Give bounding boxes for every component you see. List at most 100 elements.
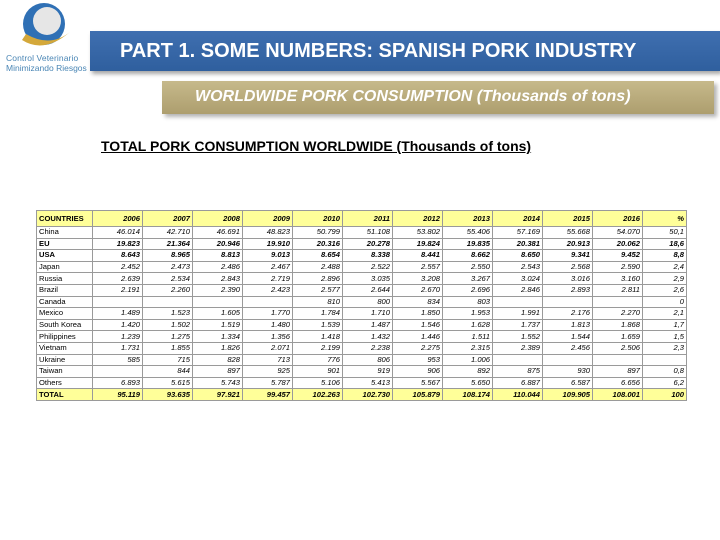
value-cell: 19.823	[92, 237, 143, 251]
table-row: China 46.014 42.710 46.691 48.823 50.799 51.10…	[36, 226, 687, 239]
country-cell: Mexico	[36, 307, 93, 320]
value-cell: 897	[592, 365, 643, 378]
value-cell: 21.364	[142, 237, 193, 251]
value-cell: 9.452	[592, 249, 643, 262]
value-cell: 46.014	[92, 226, 143, 239]
title-bar: PART 1. SOME NUMBERS: SPANISH PORK INDUS…	[90, 31, 720, 71]
value-cell: 55.668	[542, 226, 593, 239]
table-row: Brazil 2.191 2.260 2.390 2.423 2.577 2.644 2.67…	[36, 283, 687, 297]
column-header: 2009	[242, 210, 293, 227]
value-cell: 1.546	[392, 318, 443, 332]
value-cell: 2,9	[642, 272, 687, 285]
value-cell: 2.199	[292, 341, 343, 355]
page-title: PART 1. SOME NUMBERS: SPANISH PORK INDUS…	[120, 40, 637, 62]
value-cell	[92, 365, 143, 378]
value-cell: 6,2	[642, 376, 687, 390]
value-cell: 2.488	[292, 260, 343, 274]
value-cell: 1.628	[442, 318, 493, 332]
value-cell	[492, 353, 543, 367]
value-cell: 50.799	[292, 226, 343, 239]
country-cell: USA	[36, 249, 93, 262]
value-cell: 18,6	[642, 237, 687, 251]
value-cell: 1.418	[292, 330, 343, 343]
country-cell: Philippines	[36, 330, 93, 343]
column-header: 2010	[292, 210, 343, 227]
value-cell: 1,5	[642, 330, 687, 343]
value-cell: 2.577	[292, 283, 343, 297]
value-cell: 1.502	[142, 318, 193, 332]
value-cell: 1.511	[442, 330, 493, 343]
value-cell: 54.070	[592, 226, 643, 239]
value-cell: 19.824	[392, 237, 443, 251]
value-cell: 2.486	[192, 260, 243, 274]
column-header: 2006	[92, 210, 143, 227]
value-cell: 2.846	[492, 283, 543, 297]
value-cell: 1.420	[92, 318, 143, 332]
value-cell: 53.802	[392, 226, 443, 239]
value-cell: 834	[392, 295, 443, 309]
value-cell: 57.169	[492, 226, 543, 239]
value-cell: 2.456	[542, 341, 593, 355]
value-cell: 1.489	[92, 307, 143, 320]
value-cell: 2.534	[142, 272, 193, 285]
page-subtitle: WORLDWIDE PORK CONSUMPTION (Thousands of…	[195, 88, 631, 105]
value-cell: 9.013	[242, 249, 293, 262]
value-cell: 51.108	[342, 226, 393, 239]
value-cell: 5.650	[442, 376, 493, 390]
logo: Control Veterinario Minimizando Riesgos	[6, 2, 88, 73]
value-cell: 2.191	[92, 283, 143, 297]
value-cell: 8,8	[642, 249, 687, 262]
value-cell: 2.719	[242, 272, 293, 285]
value-cell: 1.544	[542, 330, 593, 343]
value-cell: 2.550	[442, 260, 493, 274]
value-cell: 2.506	[592, 341, 643, 355]
value-cell: 2.893	[542, 283, 593, 297]
value-cell: 2,1	[642, 307, 687, 320]
value-cell: 105.879	[392, 388, 443, 401]
value-cell: 93.635	[142, 388, 193, 401]
value-cell: 715	[142, 353, 193, 367]
value-cell: 6.587	[542, 376, 593, 390]
value-cell: 2.467	[242, 260, 293, 274]
table-header-row: COUNTRIES 2006 2007 2008 2009 2010 2011 2012 201…	[36, 210, 687, 227]
value-cell	[92, 295, 143, 309]
value-cell: 95.119	[92, 388, 143, 401]
value-cell: 3.035	[342, 272, 393, 285]
value-cell: 2,3	[642, 341, 687, 355]
value-cell	[192, 295, 243, 309]
value-cell: 108.174	[442, 388, 493, 401]
value-cell: 2,6	[642, 283, 687, 297]
column-header: 2015	[542, 210, 593, 227]
value-cell: 55.406	[442, 226, 493, 239]
value-cell: 1.770	[242, 307, 293, 320]
value-cell: 102.730	[342, 388, 393, 401]
value-cell: 5.743	[192, 376, 243, 390]
value-cell: 97.921	[192, 388, 243, 401]
value-cell: 2.811	[592, 283, 643, 297]
column-header: 2008	[192, 210, 243, 227]
value-cell: 20.316	[292, 237, 343, 251]
value-cell: 20.062	[592, 237, 643, 251]
value-cell: 1.659	[592, 330, 643, 343]
column-header: 2014	[492, 210, 543, 227]
value-cell	[592, 353, 643, 367]
country-cell: Vietnam	[36, 341, 93, 355]
value-cell: 5.106	[292, 376, 343, 390]
value-cell: 8.650	[492, 249, 543, 262]
value-cell: 8.441	[392, 249, 443, 262]
value-cell: 2.473	[142, 260, 193, 274]
value-cell: 2.896	[292, 272, 343, 285]
value-cell: 2.238	[342, 341, 393, 355]
value-cell: 2.270	[592, 307, 643, 320]
value-cell: 0	[642, 295, 687, 309]
value-cell: 1.826	[192, 341, 243, 355]
value-cell: 1.737	[492, 318, 543, 332]
value-cell: 1.552	[492, 330, 543, 343]
value-cell	[542, 295, 593, 309]
value-cell: 925	[242, 365, 293, 378]
value-cell	[642, 353, 687, 367]
logo-line-1: Control Veterinario	[6, 53, 79, 63]
value-cell: 810	[292, 295, 343, 309]
value-cell: 2.389	[492, 341, 543, 355]
value-cell: 1.850	[392, 307, 443, 320]
